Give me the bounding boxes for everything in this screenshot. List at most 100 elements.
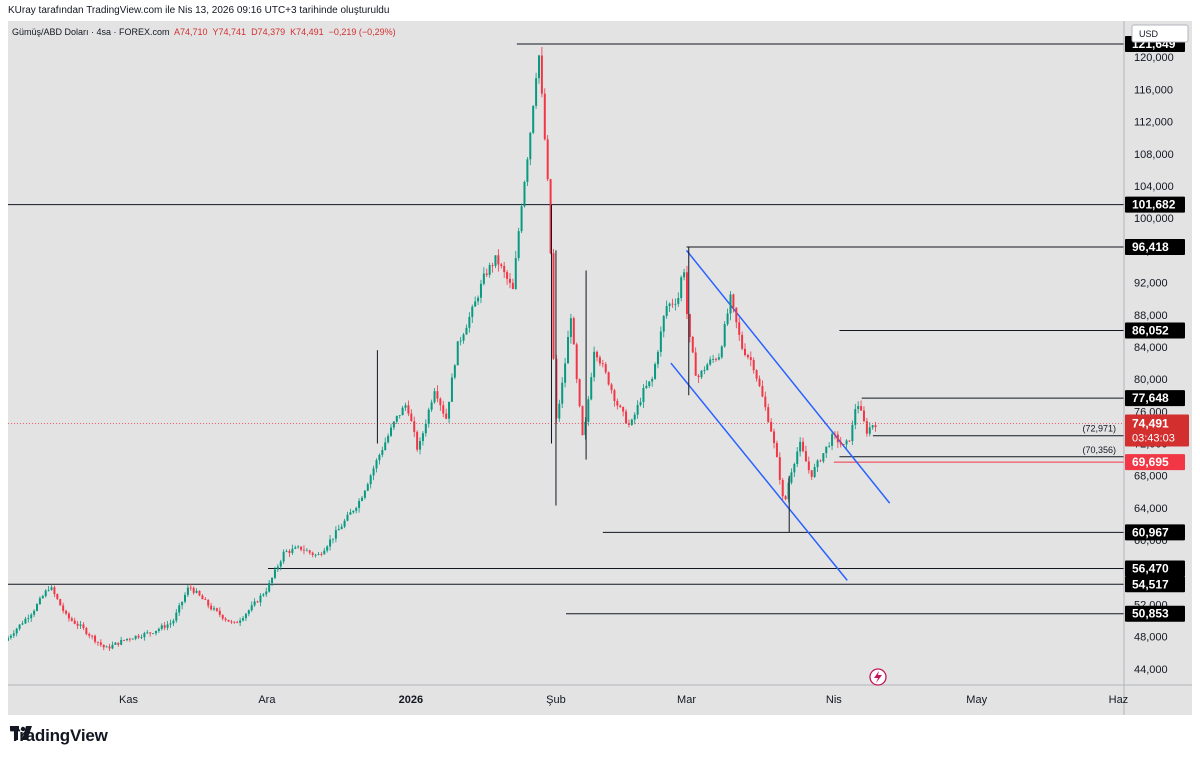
- price-label-box: [1125, 196, 1185, 213]
- candle-body: [619, 405, 622, 407]
- candle-body: [372, 468, 375, 476]
- candle-body: [172, 620, 175, 624]
- price-label: 54,517: [1132, 577, 1169, 591]
- candle-body: [44, 590, 47, 597]
- candle-body: [836, 434, 839, 443]
- candle-body: [424, 423, 427, 434]
- legend-open: A74,710: [174, 27, 208, 37]
- candle-body: [488, 265, 491, 275]
- flash-icon[interactable]: [869, 668, 887, 686]
- price-label: 60,967: [1132, 525, 1169, 539]
- channel-line[interactable]: [670, 362, 848, 581]
- candle-body: [448, 401, 451, 419]
- candle-body: [645, 385, 648, 388]
- price-label: 101,682: [1132, 198, 1176, 212]
- candle-body: [401, 407, 404, 416]
- legend-close: K74,491: [290, 27, 324, 37]
- candle-body: [163, 625, 166, 628]
- candle-body: [183, 594, 186, 602]
- candle-body: [207, 599, 210, 606]
- candle-body: [166, 624, 169, 628]
- candle-body: [775, 443, 778, 458]
- candle-body: [787, 482, 790, 500]
- candle-body: [390, 427, 393, 436]
- candle-body: [143, 633, 146, 638]
- candle-body: [85, 628, 88, 635]
- candle-body: [198, 590, 201, 596]
- candle-body: [265, 591, 268, 595]
- candle-body: [520, 206, 523, 232]
- candle-body: [117, 642, 120, 645]
- candle-body: [297, 546, 300, 548]
- candle-body: [268, 583, 271, 592]
- candle-body: [627, 423, 630, 425]
- candle-body: [630, 419, 633, 425]
- x-tick-label: May: [966, 694, 987, 706]
- candle-body: [12, 633, 15, 636]
- brand-logo: TradingView: [10, 726, 108, 746]
- candle-body: [9, 635, 12, 638]
- candle-body: [517, 231, 520, 259]
- x-tick-label: 2026: [399, 694, 423, 706]
- candle-body: [96, 641, 99, 643]
- candle-body: [192, 587, 195, 593]
- candle-body: [598, 357, 601, 364]
- candle-body: [154, 630, 157, 634]
- candle-body: [552, 253, 555, 359]
- candle-body: [482, 273, 485, 284]
- candle-body: [381, 450, 384, 455]
- currency-badge[interactable]: USD: [1131, 24, 1189, 43]
- candle-body: [758, 378, 761, 387]
- candle-body: [543, 93, 546, 140]
- candle-body: [360, 497, 363, 501]
- candle-body: [366, 484, 369, 491]
- candle-body: [300, 546, 303, 550]
- candle-body: [320, 554, 323, 555]
- price-label: 96,418: [1132, 240, 1169, 254]
- chart-area[interactable]: 44,00048,00052,00056,00060,00064,00068,0…: [8, 21, 1192, 715]
- price-chart[interactable]: 44,00048,00052,00056,00060,00064,00068,0…: [8, 21, 1192, 715]
- x-tick-label: Mar: [677, 694, 696, 706]
- candle-body: [497, 255, 500, 265]
- candle-body: [680, 277, 683, 299]
- channel-line[interactable]: [685, 249, 891, 504]
- candle-body: [334, 530, 337, 539]
- candle-body: [250, 605, 253, 611]
- candle-body: [468, 316, 471, 328]
- x-tick-label: Haz: [1109, 694, 1129, 706]
- candle-body: [105, 646, 108, 648]
- candle-body: [654, 364, 657, 379]
- candle-body: [73, 620, 76, 624]
- y-tick-label: 44,000: [1134, 664, 1168, 676]
- price-label-box: [1125, 239, 1185, 256]
- candle-body: [242, 618, 245, 621]
- candle-body: [500, 264, 503, 266]
- candle-body: [24, 618, 27, 624]
- y-tick-label: 116,000: [1134, 84, 1173, 96]
- y-tick-label: 80,000: [1134, 374, 1168, 386]
- candle-body: [146, 632, 149, 634]
- candle-body: [407, 405, 410, 414]
- candle-body: [430, 402, 433, 410]
- price-label: 56,470: [1132, 562, 1169, 576]
- y-tick-label: 120,000: [1134, 52, 1174, 64]
- candle-body: [674, 303, 677, 305]
- candle-body: [120, 639, 123, 645]
- candle-body: [308, 550, 311, 553]
- candle-body: [276, 566, 279, 570]
- candle-body: [160, 625, 163, 629]
- legend-change: −0,219 (−0,29%): [329, 27, 396, 37]
- candle-body: [778, 457, 781, 480]
- candle-body: [59, 599, 62, 606]
- candle-body: [819, 460, 822, 462]
- candle-body: [8, 637, 9, 641]
- candle-body: [807, 461, 810, 471]
- candle-body: [114, 642, 117, 645]
- candle-body: [282, 551, 285, 562]
- candle-body: [709, 359, 712, 365]
- candle-body: [317, 554, 320, 555]
- candle-body: [363, 490, 366, 498]
- candle-body: [337, 529, 340, 531]
- candle-body: [802, 441, 805, 452]
- candle-body: [285, 550, 288, 552]
